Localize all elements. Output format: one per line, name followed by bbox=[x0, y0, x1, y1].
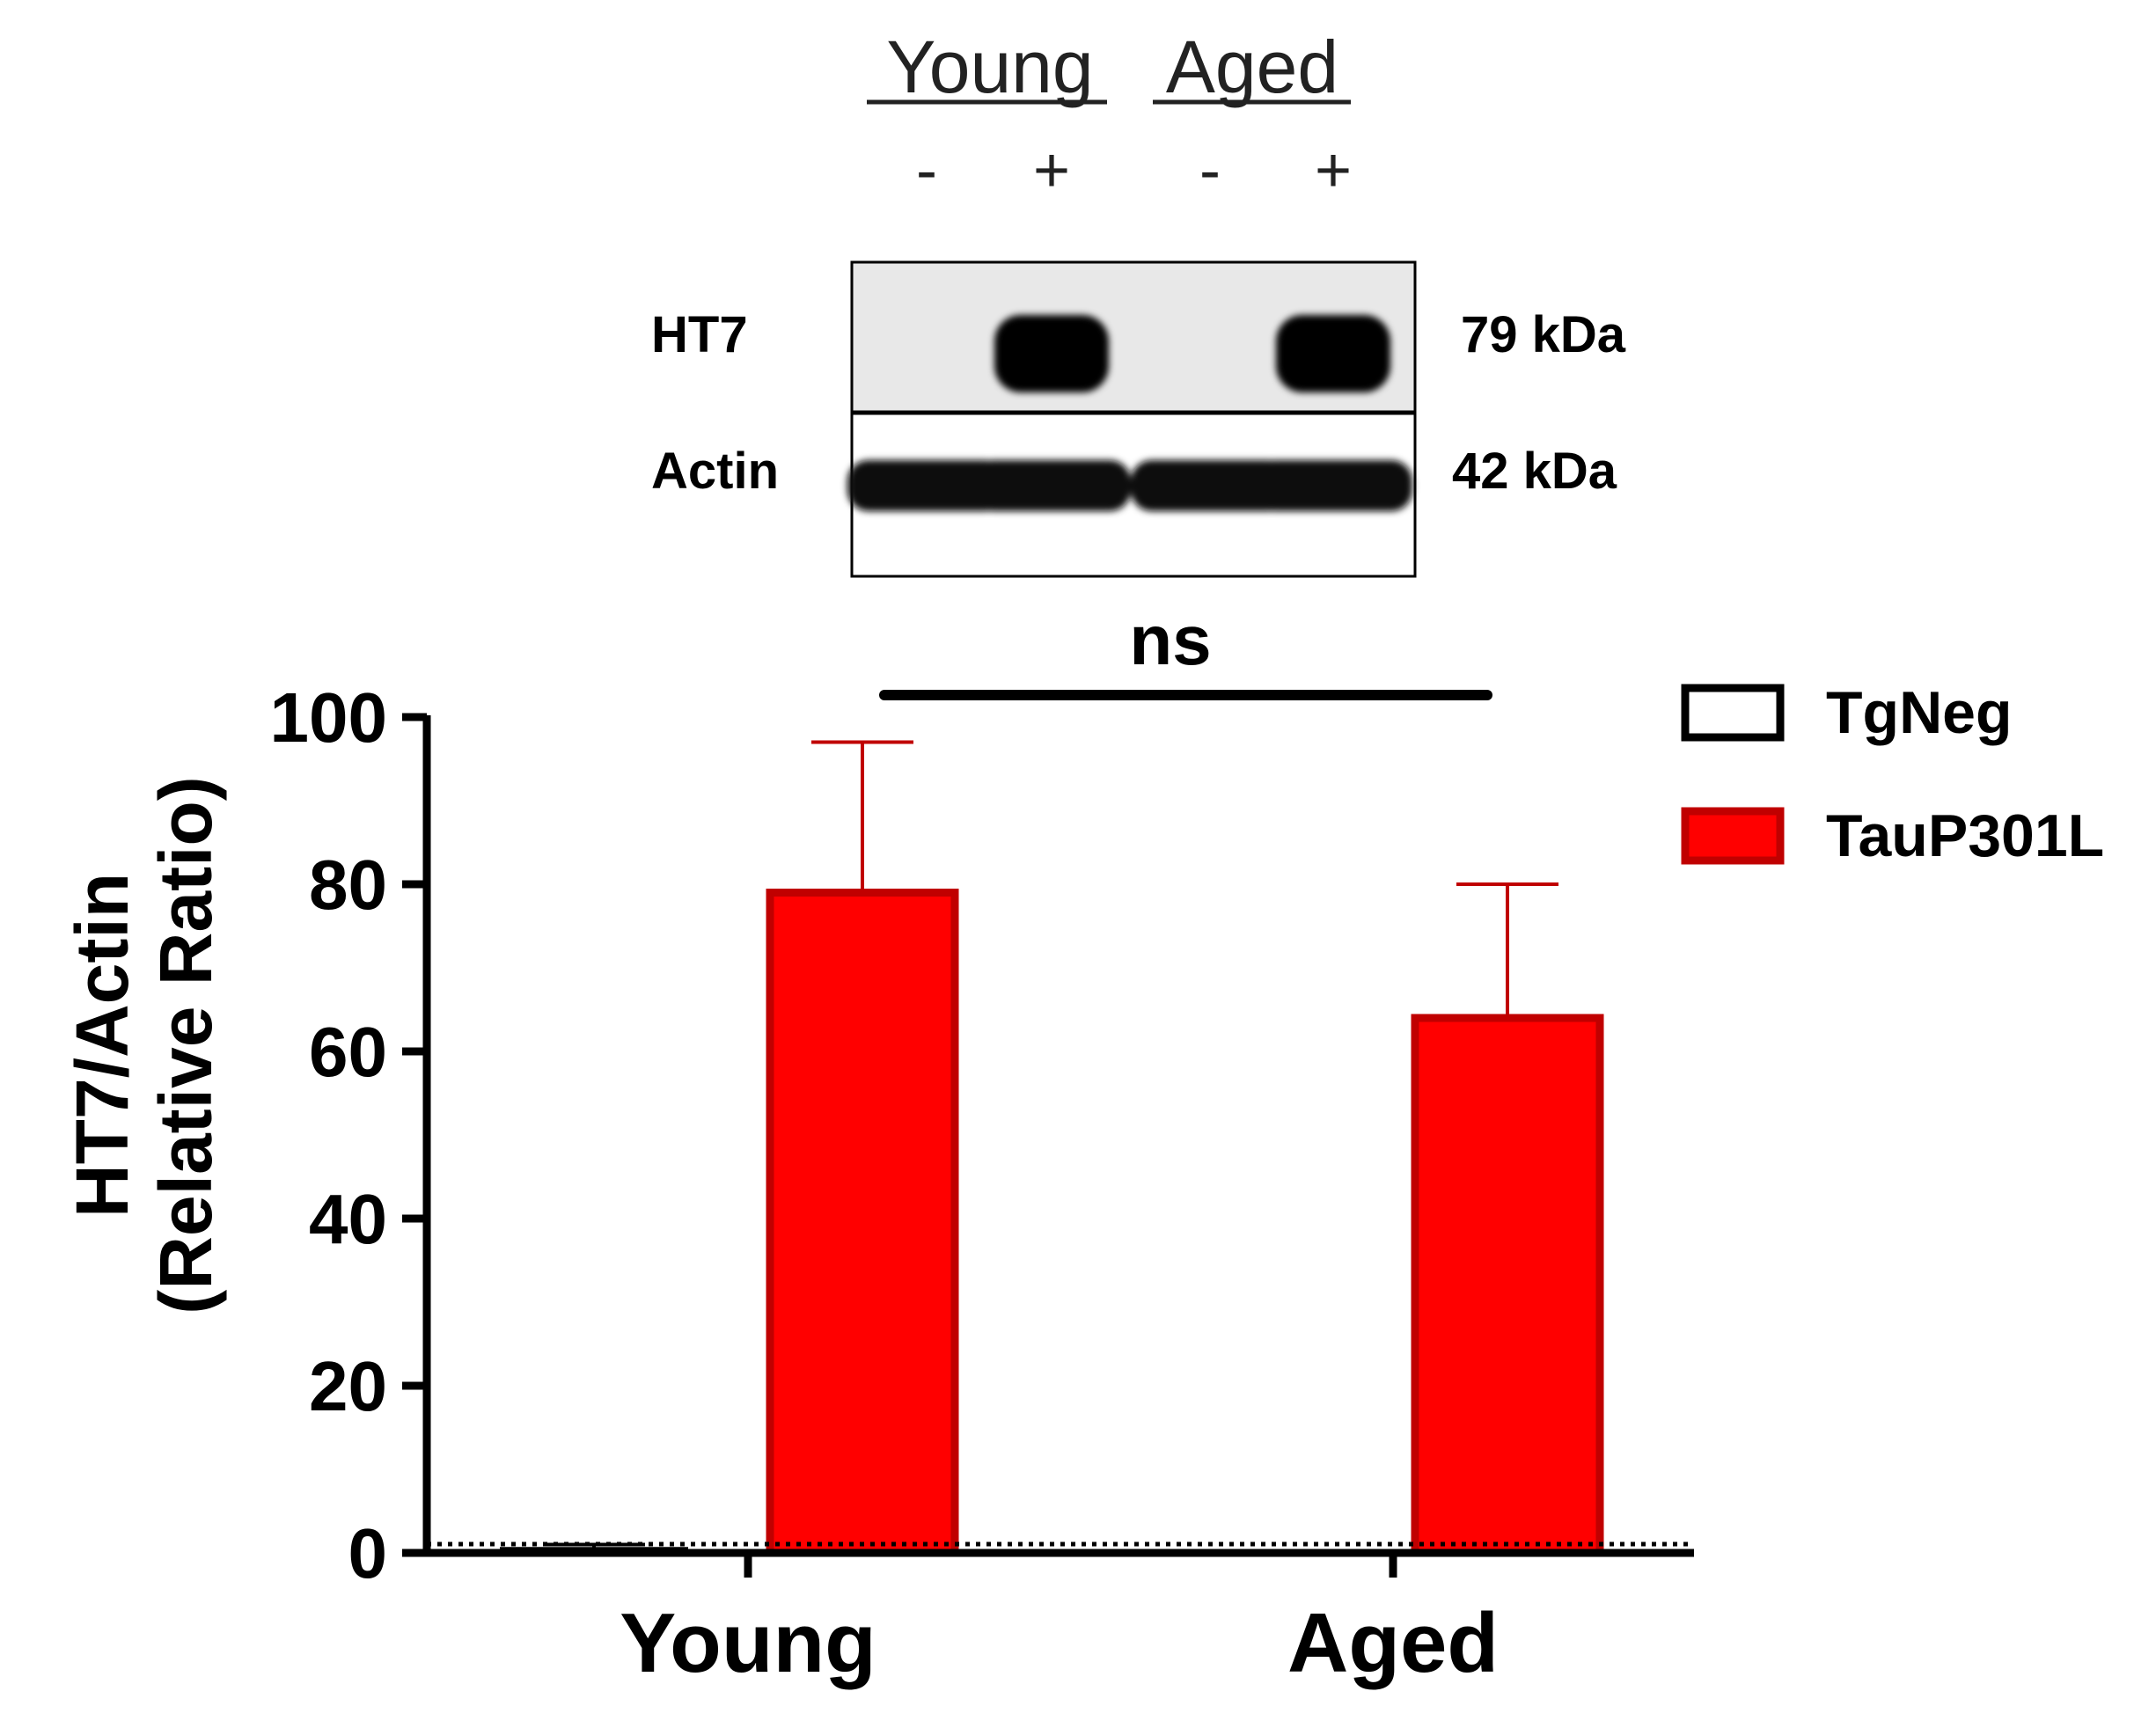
y-tick-label-100: 100 bbox=[270, 678, 387, 757]
y-tick-label-60: 60 bbox=[309, 1013, 387, 1091]
lane-sign-4: + bbox=[1315, 135, 1352, 206]
x-tick-label-young: Young bbox=[620, 1596, 876, 1690]
y-axis-title: HT7/Actin (Relative Ratio) bbox=[61, 776, 227, 1314]
ht7-kda-label: 79 kDa bbox=[1461, 306, 1626, 363]
legend-label-tgneg: TgNeg bbox=[1826, 679, 2013, 746]
legend-label-taup301l: TauP301L bbox=[1826, 802, 2104, 869]
y-tick-label-0: 0 bbox=[348, 1514, 388, 1593]
bar-taup301l-young bbox=[766, 889, 959, 1557]
y-tick-label-40: 40 bbox=[309, 1180, 387, 1258]
significance-label: ns bbox=[1129, 601, 1211, 679]
legend-swatch-tgneg bbox=[1681, 684, 1785, 742]
y-axis-title-line2: (Relative Ratio) bbox=[144, 776, 227, 1314]
actin-band-lane-3 bbox=[1131, 460, 1289, 511]
y-tick-label-80: 80 bbox=[309, 846, 387, 924]
group-label-aged: Aged bbox=[1166, 26, 1338, 108]
y-axis-title-line1: HT7/Actin bbox=[61, 873, 143, 1218]
x-tick-label-aged: Aged bbox=[1287, 1596, 1499, 1690]
legend-swatch-taup301l bbox=[1681, 807, 1785, 865]
legend: TgNeg TauP301L bbox=[1681, 679, 2104, 869]
lane-sign-3: - bbox=[1199, 135, 1221, 206]
lane-sign-1: - bbox=[916, 135, 937, 206]
bar-taup301l-aged bbox=[1411, 1014, 1604, 1557]
actin-band-lane-1 bbox=[847, 460, 1006, 511]
ht7-band-lane-2 bbox=[994, 315, 1109, 392]
blot-bands bbox=[847, 315, 1412, 511]
actin-row-label: Actin bbox=[651, 443, 779, 500]
bar-chart: 0 20 40 60 80 100 Young Aged bbox=[270, 678, 1694, 1690]
actin-band-lane-2 bbox=[972, 460, 1131, 511]
group-label-young: Young bbox=[886, 26, 1093, 108]
blot-header: Young Aged - + - + bbox=[867, 26, 1352, 206]
actin-kda-label: 42 kDa bbox=[1452, 443, 1617, 500]
y-tick-label-20: 20 bbox=[309, 1347, 387, 1425]
blot-panels: HT7 79 kDa Actin 42 kDa bbox=[651, 260, 1626, 578]
ht7-row-label: HT7 bbox=[651, 306, 748, 363]
lane-sign-2: + bbox=[1033, 135, 1070, 206]
actin-band-lane-4 bbox=[1254, 460, 1412, 511]
significance-annotation: ns bbox=[879, 601, 1492, 700]
ht7-band-lane-4 bbox=[1276, 315, 1390, 392]
